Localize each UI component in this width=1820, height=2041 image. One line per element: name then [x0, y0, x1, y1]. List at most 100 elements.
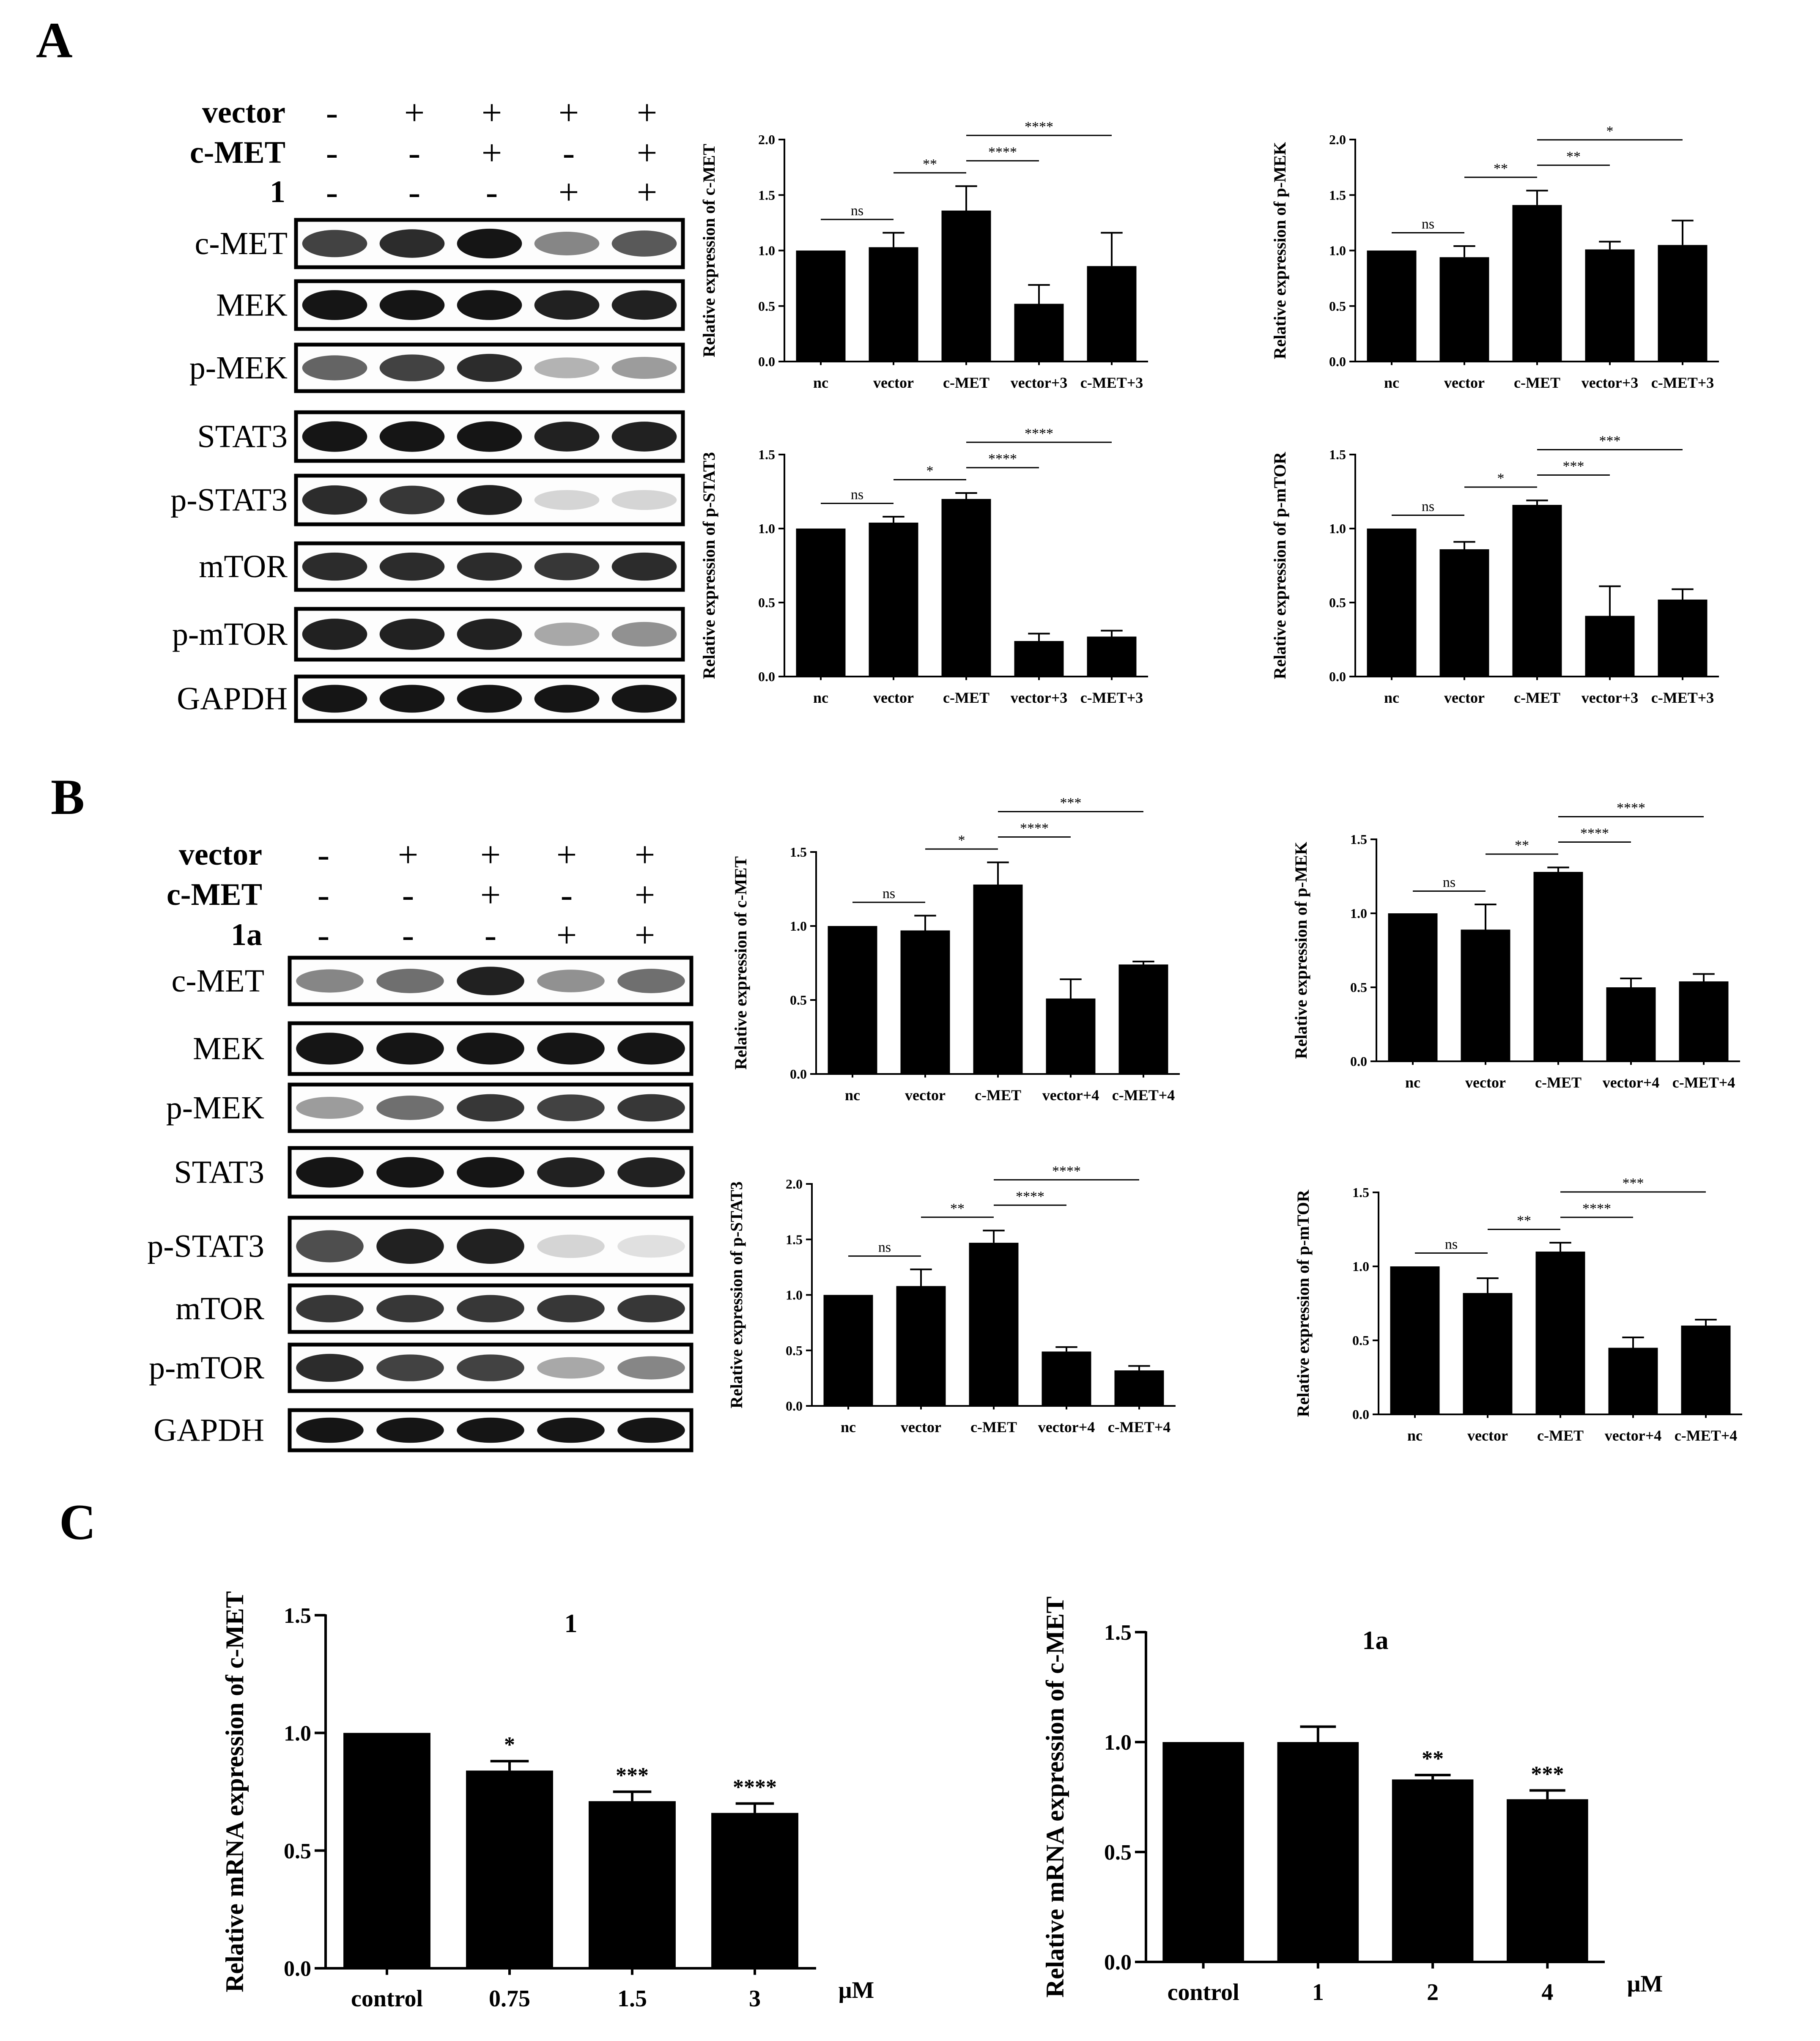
blot-row — [294, 279, 685, 331]
blot-row — [288, 1408, 693, 1452]
protein-band — [296, 1295, 364, 1323]
protein-band — [617, 1033, 685, 1065]
y-tick-label: 0.5 — [758, 299, 775, 314]
bar — [1681, 1326, 1731, 1414]
protein-band — [296, 1157, 364, 1188]
bar — [1585, 616, 1635, 677]
bar-chart-9: 0.0 0.5 1.0 1.5 Relative mRNA expression of … — [221, 1591, 874, 2012]
comparison-label: ** — [923, 156, 937, 172]
y-tick-label: 0.5 — [758, 595, 775, 610]
x-unit-label: μM — [839, 1977, 874, 2003]
bar — [1087, 636, 1137, 677]
protein-band — [302, 290, 367, 320]
bar — [869, 247, 918, 362]
comparison-label: **** — [1617, 800, 1645, 816]
comparison-label: **** — [1020, 821, 1049, 836]
x-tick-label: nc — [845, 1087, 860, 1104]
y-tick-label: 0.0 — [1329, 354, 1346, 369]
protein-band — [617, 1235, 685, 1258]
blot-row — [288, 1216, 693, 1277]
protein-band — [534, 232, 600, 255]
y-tick-label: 1.5 — [790, 844, 807, 860]
y-tick-label: 0.5 — [1329, 299, 1346, 314]
treatment-sign: - — [326, 92, 338, 133]
blot-row-label: p-mTOR — [149, 1350, 264, 1386]
blot-row — [294, 410, 685, 463]
x-tick-label: nc — [841, 1419, 856, 1436]
treatment-sign: - — [402, 915, 414, 955]
blot-row-label: mTOR — [199, 549, 288, 584]
y-axis-label: Relative expression of p-mTOR — [1294, 1189, 1313, 1417]
comparison-label: ** — [1494, 161, 1508, 176]
x-tick-label: c-MET — [970, 1419, 1017, 1436]
comparison-label: * — [958, 833, 965, 848]
comparison-label: ns — [851, 487, 863, 503]
panel-label-c: C — [59, 1494, 96, 1550]
protein-band — [611, 290, 677, 320]
bar — [1042, 1351, 1091, 1406]
protein-band — [302, 421, 367, 452]
x-tick-label: vector — [901, 1419, 941, 1436]
bar — [1585, 249, 1635, 362]
y-tick-label: 1.0 — [1104, 1731, 1132, 1755]
significance-label: ** — [1422, 1747, 1444, 1771]
protein-band — [457, 421, 522, 452]
treatment-sign: - — [408, 132, 421, 173]
treatment-sign: + — [404, 92, 425, 133]
protein-band — [379, 552, 445, 581]
comparison-label: ** — [950, 1201, 965, 1216]
y-tick-label: 0.0 — [758, 354, 775, 369]
bar — [1608, 1348, 1658, 1414]
significance-label: * — [504, 1733, 515, 1757]
treatment-sign: + — [480, 874, 501, 915]
bar — [1367, 250, 1417, 362]
treatment-sign: + — [556, 915, 577, 955]
blot-row — [294, 674, 685, 723]
protein-band — [617, 1295, 685, 1323]
protein-band — [376, 1354, 444, 1381]
comparison-label: ns — [1445, 1237, 1458, 1252]
x-tick-label: 4 — [1541, 1979, 1553, 2005]
bar-chart-8: 0.0 0.5 1.0 1.5 Relative expression of p-mTO… — [1294, 1175, 1742, 1444]
blot-row — [288, 1082, 693, 1133]
x-tick-label: nc — [1384, 374, 1399, 391]
x-tick-label: c-MET+4 — [1108, 1419, 1170, 1436]
bar — [1046, 998, 1096, 1074]
protein-band — [376, 1033, 444, 1065]
blot-row — [294, 342, 685, 393]
protein-band — [534, 290, 600, 320]
protein-band — [457, 1094, 524, 1122]
comparison-label: **** — [1052, 1163, 1081, 1179]
bar — [1535, 1252, 1585, 1414]
protein-band — [376, 1417, 444, 1443]
bar-chart-10: 0.0 0.5 1.0 1.5 Relative mRNA expression of … — [1041, 1597, 1663, 2005]
chart-title: 1 — [565, 1609, 578, 1638]
comparison-label: * — [1606, 123, 1614, 139]
protein-band — [537, 1357, 605, 1379]
protein-band — [611, 490, 677, 510]
treatment-sign: + — [637, 132, 658, 173]
protein-band — [537, 1295, 605, 1323]
bar — [1439, 257, 1489, 362]
x-tick-label: c-MET — [1535, 1074, 1582, 1091]
protein-band — [296, 969, 364, 993]
panel-label-b: B — [51, 769, 85, 825]
y-tick-label: 1.0 — [786, 1288, 803, 1303]
bar — [343, 1733, 430, 1968]
treatment-sign: - — [318, 874, 330, 915]
protein-band — [611, 422, 677, 452]
protein-band — [534, 622, 600, 646]
bar — [823, 1295, 873, 1406]
blot-row-label: p-mTOR — [172, 616, 288, 652]
y-tick-label: 0.5 — [1352, 1333, 1369, 1348]
blot-row-label: p-MEK — [189, 350, 288, 386]
x-tick-label: nc — [1384, 689, 1399, 706]
protein-band — [457, 1229, 524, 1264]
x-tick-label: vector — [1444, 374, 1485, 391]
protein-band — [534, 357, 600, 378]
y-tick-label: 1.0 — [758, 521, 775, 536]
treatment-sign: + — [482, 132, 502, 173]
treatment-sign: - — [561, 874, 573, 915]
comparison-label: ns — [883, 886, 895, 901]
y-tick-label: 1.0 — [1350, 906, 1367, 921]
